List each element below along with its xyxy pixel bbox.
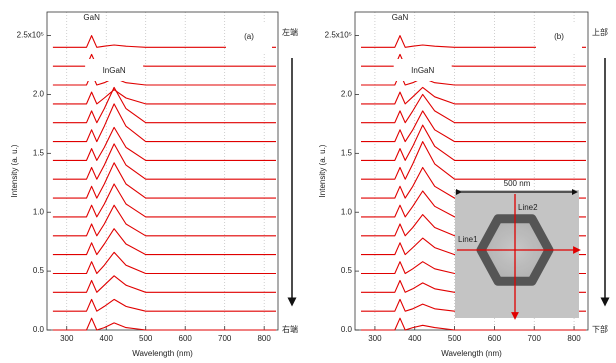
x-tick-label: 400 bbox=[100, 334, 114, 343]
y-tick-label: 1.0 bbox=[341, 207, 353, 216]
x-axis-title: Wavelength (nm) bbox=[441, 349, 502, 358]
x-tick-label: 400 bbox=[408, 334, 422, 343]
spectrum-line bbox=[53, 229, 276, 255]
y-tick-label: 2.0 bbox=[33, 90, 45, 99]
spectrum-line bbox=[53, 318, 276, 330]
y-tick-label: 2.0 bbox=[341, 90, 353, 99]
x-tick-label: 300 bbox=[60, 334, 74, 343]
spectrum-line bbox=[53, 184, 276, 217]
x-tick-label: 500 bbox=[139, 334, 153, 343]
x-tick-label: 800 bbox=[257, 334, 271, 343]
x-tick-label: 300 bbox=[368, 334, 382, 343]
panel-label: (b) bbox=[554, 32, 564, 41]
spectrum-line bbox=[53, 252, 276, 273]
y-axis-title: Intensity (a. u.) bbox=[318, 144, 327, 197]
spectrum-line bbox=[53, 276, 276, 293]
spectrum-line bbox=[361, 318, 586, 330]
spectrum-line bbox=[53, 144, 276, 179]
spectrum-line bbox=[53, 299, 276, 311]
x-tick-label: 800 bbox=[567, 334, 581, 343]
y-tick-label: 1.0 bbox=[33, 207, 45, 216]
y-tick-label: 0.0 bbox=[341, 325, 353, 334]
spectrum-line bbox=[361, 111, 586, 142]
line1-label: Line1 bbox=[458, 235, 478, 244]
y-axis-title: Intensity (a. u.) bbox=[10, 144, 19, 197]
line2-label: Line2 bbox=[518, 203, 538, 212]
x-tick-label: 700 bbox=[218, 334, 232, 343]
x-tick-label: 700 bbox=[528, 334, 542, 343]
plot-frame bbox=[47, 12, 278, 330]
scale-bar-label: 500 nm bbox=[504, 179, 531, 188]
spectrum-line bbox=[53, 90, 276, 104]
y-tick-label: 2.5x10⁵ bbox=[325, 31, 352, 40]
side-label-bottom: 下部 bbox=[592, 324, 608, 334]
x-tick-label: 600 bbox=[488, 334, 502, 343]
spectrum-line bbox=[53, 87, 276, 122]
ingan-label: InGaN bbox=[103, 66, 126, 75]
ingan-label: InGaN bbox=[411, 66, 434, 75]
x-axis-title: Wavelength (nm) bbox=[132, 349, 193, 358]
x-tick-label: 600 bbox=[179, 334, 193, 343]
spectrum-line bbox=[53, 127, 276, 160]
spectrum-line bbox=[361, 87, 586, 104]
y-tick-label: 1.5 bbox=[341, 148, 353, 157]
side-label-top: 左端 bbox=[282, 27, 298, 37]
gan-label: GaN bbox=[83, 13, 100, 22]
spectrum-line bbox=[361, 125, 586, 160]
figure: 0.0 0.5 1.0 1.5 2.0 2.5x10⁵ 300 400 500 600 700 800… bbox=[0, 0, 616, 363]
spectrum-line bbox=[53, 163, 276, 198]
y-tick-label: 0.0 bbox=[33, 325, 45, 334]
y-tick-label: 0.5 bbox=[341, 266, 353, 275]
y-tick-label: 2.5x10⁵ bbox=[17, 31, 44, 40]
spectrum-line bbox=[53, 205, 276, 236]
spectrum-line bbox=[361, 94, 586, 122]
side-label-top: 上部 bbox=[592, 27, 608, 37]
x-tick-label: 500 bbox=[448, 334, 462, 343]
side-label-bottom: 右端 bbox=[282, 324, 298, 334]
y-tick-label: 0.5 bbox=[33, 266, 45, 275]
y-tick-label: 1.5 bbox=[33, 148, 45, 157]
gan-label: GaN bbox=[392, 13, 409, 22]
panel-label: (a) bbox=[244, 32, 254, 41]
